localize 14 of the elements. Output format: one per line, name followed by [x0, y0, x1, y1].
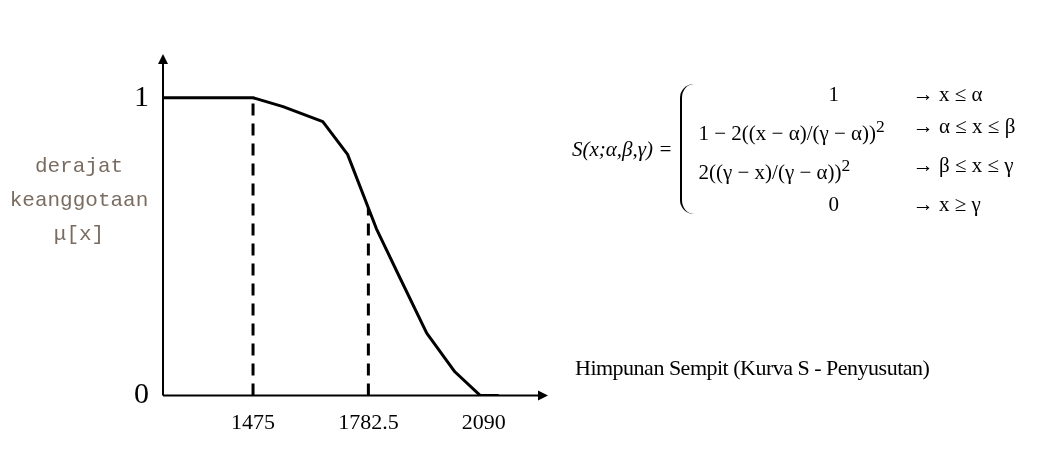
- text: → x ≥ γ: [912, 191, 982, 218]
- text: 1: [827, 81, 840, 108]
- y-axis-title: derajat keanggotaan μ[x]: [8, 154, 150, 248]
- x-tick-label: 1782.5: [338, 408, 399, 434]
- text: S(x;α,β,γ) =: [572, 136, 673, 162]
- text: 2((γ − x)/(γ − α))$^{2}$: [698, 154, 852, 186]
- x-tick-label: 1475: [231, 408, 276, 434]
- text: → x ≤ α: [912, 81, 984, 108]
- x-tick-label: 2090: [461, 408, 506, 434]
- text: 1 − 2((x − α)/(γ − α))$^{2}$: [698, 115, 885, 147]
- text: 0: [827, 191, 840, 218]
- text: → β ≤ x ≤ γ: [912, 152, 1015, 179]
- text: Himpunan Sempit (Kurva S - Penyusutan): [575, 355, 930, 381]
- text: → α ≤ x ≤ β: [912, 113, 1016, 140]
